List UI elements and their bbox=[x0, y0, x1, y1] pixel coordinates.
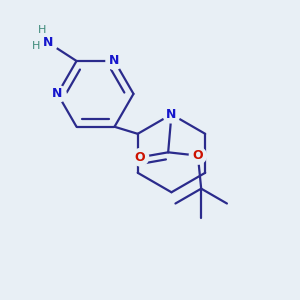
Text: O: O bbox=[135, 151, 146, 164]
Text: N: N bbox=[52, 87, 63, 101]
Circle shape bbox=[105, 52, 124, 70]
Text: H: H bbox=[32, 41, 40, 51]
Circle shape bbox=[38, 33, 58, 53]
Text: N: N bbox=[109, 55, 120, 68]
Text: N: N bbox=[166, 108, 177, 121]
Circle shape bbox=[189, 146, 207, 165]
Circle shape bbox=[131, 148, 149, 167]
Text: N: N bbox=[43, 36, 54, 49]
Circle shape bbox=[48, 85, 67, 103]
Circle shape bbox=[162, 105, 181, 124]
Text: H: H bbox=[38, 25, 46, 35]
Text: O: O bbox=[193, 149, 203, 162]
